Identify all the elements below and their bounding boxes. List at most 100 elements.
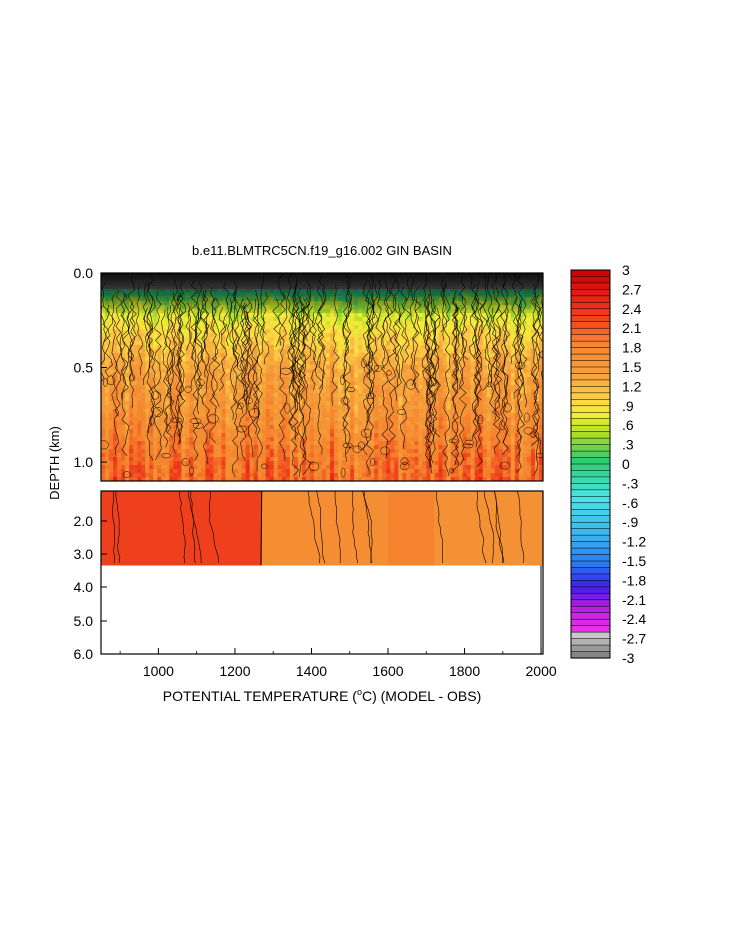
upper-fill-cell bbox=[374, 457, 379, 462]
upper-fill-cell bbox=[478, 333, 484, 338]
upper-fill-cell bbox=[342, 293, 347, 298]
upper-fill-cell bbox=[109, 409, 114, 414]
upper-fill-cell bbox=[281, 409, 287, 414]
upper-fill-cell bbox=[201, 365, 207, 370]
upper-fill-cell bbox=[426, 333, 432, 338]
upper-fill-cell bbox=[462, 377, 468, 382]
upper-fill-cell bbox=[197, 457, 203, 462]
upper-fill-cell bbox=[358, 337, 363, 342]
upper-fill-cell bbox=[209, 417, 215, 422]
upper-fill-cell bbox=[157, 313, 162, 318]
upper-fill-cell bbox=[434, 329, 440, 334]
upper-fill-cell bbox=[281, 465, 287, 470]
upper-fill-cell bbox=[177, 393, 182, 398]
upper-fill-cell bbox=[482, 377, 488, 382]
upper-fill-cell bbox=[434, 425, 440, 430]
upper-fill-cell bbox=[113, 453, 118, 458]
upper-fill-cell bbox=[281, 385, 287, 390]
upper-fill-cell bbox=[458, 425, 464, 430]
upper-fill-cell bbox=[237, 377, 243, 382]
upper-fill-cell bbox=[217, 433, 223, 438]
upper-fill-cell bbox=[253, 445, 259, 450]
upper-fill-cell bbox=[430, 441, 436, 446]
upper-fill-cell bbox=[301, 309, 307, 314]
upper-fill-cell bbox=[233, 393, 239, 398]
upper-fill-cell bbox=[338, 437, 343, 442]
upper-fill-cell bbox=[466, 421, 472, 426]
upper-fill-cell bbox=[374, 337, 379, 342]
upper-fill-cell bbox=[109, 293, 114, 298]
upper-fill-cell bbox=[137, 325, 142, 330]
upper-fill-cell bbox=[185, 461, 190, 466]
upper-fill-cell bbox=[273, 425, 279, 430]
upper-fill-cell bbox=[233, 369, 239, 374]
upper-fill-cell bbox=[165, 377, 170, 382]
upper-fill-cell bbox=[317, 401, 323, 406]
upper-fill-cell bbox=[201, 329, 207, 334]
upper-fill-cell bbox=[221, 293, 227, 298]
upper-fill-cell bbox=[281, 301, 287, 306]
upper-fill-cell bbox=[269, 297, 275, 302]
upper-fill-cell bbox=[153, 365, 158, 370]
upper-fill-cell bbox=[434, 477, 440, 481]
upper-fill-cell bbox=[197, 461, 203, 466]
upper-fill-cell bbox=[386, 301, 391, 306]
upper-fill-cell bbox=[414, 425, 420, 430]
upper-fill-cell bbox=[410, 349, 416, 354]
upper-fill-cell bbox=[414, 293, 420, 298]
upper-fill-cell bbox=[446, 437, 452, 442]
upper-fill-cell bbox=[213, 393, 219, 398]
upper-fill-cell bbox=[326, 325, 331, 330]
upper-fill-cell bbox=[181, 421, 186, 426]
upper-fill-cell bbox=[426, 409, 432, 414]
upper-fill-cell bbox=[197, 385, 203, 390]
upper-fill-cell bbox=[317, 349, 323, 354]
upper-fill-cell bbox=[217, 293, 223, 298]
upper-fill-cell bbox=[233, 457, 239, 462]
upper-fill-cell bbox=[257, 309, 263, 314]
upper-fill-cell bbox=[225, 429, 231, 434]
upper-fill-cell bbox=[249, 317, 255, 322]
upper-fill-cell bbox=[157, 381, 162, 386]
upper-fill-cell bbox=[418, 373, 424, 378]
upper-fill-cell bbox=[245, 433, 251, 438]
upper-fill-cell bbox=[185, 309, 190, 314]
upper-fill-cell bbox=[245, 413, 251, 418]
upper-fill-cell bbox=[414, 337, 420, 342]
upper-fill-cell bbox=[137, 349, 142, 354]
upper-fill-cell bbox=[217, 377, 223, 382]
upper-fill-cell bbox=[169, 453, 174, 458]
upper-fill-cell bbox=[125, 441, 130, 446]
upper-fill-cell bbox=[141, 385, 146, 390]
upper-fill-cell bbox=[197, 441, 203, 446]
upper-fill-cell bbox=[181, 473, 186, 478]
upper-fill-cell bbox=[141, 313, 146, 318]
upper-fill-cell bbox=[350, 393, 355, 398]
upper-fill-cell bbox=[269, 453, 275, 458]
upper-fill-cell bbox=[317, 461, 323, 466]
upper-fill-cell bbox=[438, 429, 444, 434]
upper-fill-cell bbox=[281, 441, 287, 446]
upper-fill-cell bbox=[442, 389, 448, 394]
upper-fill-cell bbox=[338, 297, 343, 302]
upper-fill-cell bbox=[145, 305, 150, 310]
upper-fill-cell bbox=[129, 377, 134, 382]
upper-fill-cell bbox=[326, 297, 331, 302]
upper-fill-cell bbox=[277, 445, 283, 450]
upper-fill-cell bbox=[177, 469, 182, 474]
upper-fill-cell bbox=[338, 329, 343, 334]
upper-fill-cell bbox=[382, 445, 387, 450]
upper-fill-cell bbox=[125, 305, 130, 310]
upper-fill-cell bbox=[342, 297, 347, 302]
upper-fill-cell bbox=[237, 365, 243, 370]
upper-fill-cell bbox=[334, 297, 339, 302]
upper-fill-cell bbox=[390, 389, 395, 394]
upper-fill-cell bbox=[305, 365, 311, 370]
upper-fill-cell bbox=[442, 337, 448, 342]
upper-fill-cell bbox=[161, 413, 166, 418]
upper-fill-cell bbox=[330, 369, 335, 374]
upper-fill-cell bbox=[265, 337, 271, 342]
upper-fill-cell bbox=[113, 353, 118, 358]
upper-fill-cell bbox=[245, 409, 251, 414]
upper-fill-cell bbox=[137, 393, 142, 398]
